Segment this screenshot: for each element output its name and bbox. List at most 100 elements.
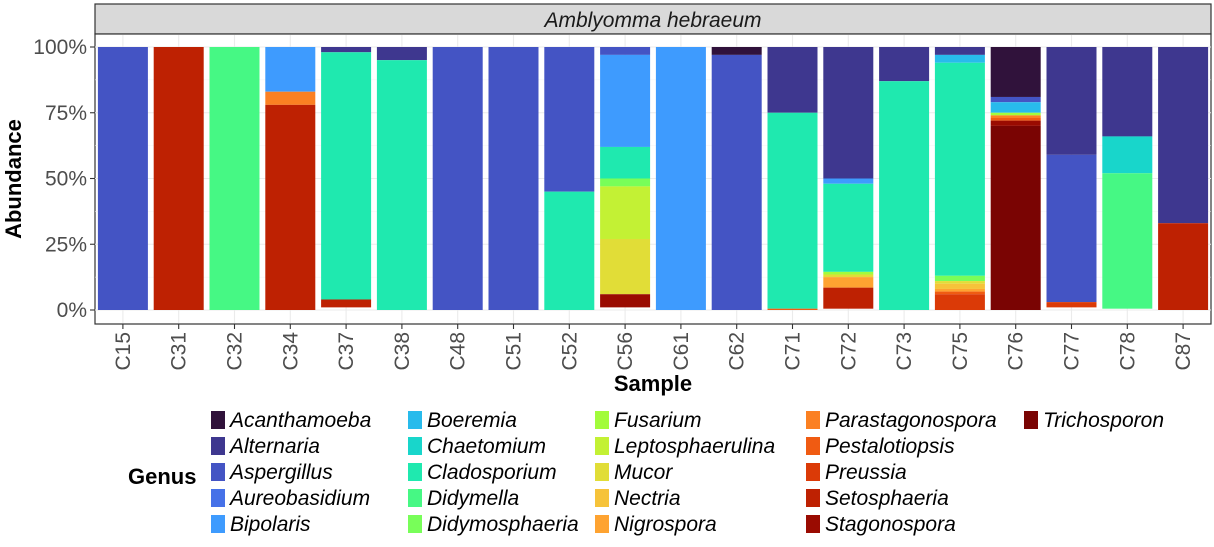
y-tick-label: 0%	[57, 299, 87, 322]
x-axis: C15 C31 C32 C34 C37 C38 C48 C51 C52 C56 C61 C62 C71 C…	[112, 324, 1195, 371]
bar-segment-C31-setosphaeria	[153, 47, 204, 310]
legend-item-setosphaeria: Setosphaeria	[806, 487, 949, 510]
legend-item-preussia: Preussia	[806, 461, 907, 484]
x-tick-label-C37: C37	[335, 332, 358, 371]
bar-segment-C37-alternaria	[321, 47, 372, 53]
legend-item-chaetomium: Chaetomium	[408, 435, 546, 458]
bar-segment-C72-setosphaeria	[823, 287, 874, 309]
bar-segment-C37-cladosporium	[321, 52, 372, 300]
legend-item-trichosporon: Trichosporon	[1024, 409, 1164, 432]
bar-segment-C76-acanthamoeba	[990, 47, 1041, 97]
x-axis-title: Sample	[614, 371, 692, 396]
x-tick-label-C71: C71	[782, 332, 805, 371]
legend-item-aspergillus: Aspergillus	[211, 461, 333, 484]
x-tick-label-C62: C62	[726, 332, 749, 371]
x-tick-label-C56: C56	[614, 332, 637, 371]
bar-segment-C77-alternaria	[1046, 47, 1097, 155]
legend-item-boeremia: Boeremia	[408, 409, 517, 432]
bar-segment-C75-nectria	[934, 283, 985, 289]
legend-label: Fusarium	[614, 409, 702, 432]
bar-segment-C78-chaetomium	[1102, 136, 1153, 174]
x-tick-label-C15: C15	[112, 332, 135, 371]
legend-swatch	[595, 515, 609, 533]
x-tick-label-C52: C52	[558, 332, 581, 371]
bar-segment-C56-mucor	[600, 238, 651, 295]
x-tick-label-C77: C77	[1061, 332, 1084, 371]
bar-segment-C61-bipolaris	[655, 47, 706, 310]
legend-swatch	[806, 463, 820, 481]
x-tick-label-C38: C38	[391, 332, 414, 371]
legend-swatch	[408, 411, 422, 429]
x-tick-label-C51: C51	[503, 332, 526, 371]
x-tick-label-C32: C32	[224, 332, 247, 371]
bar-segment-C75-nigrospora	[934, 288, 985, 292]
bar-segment-C34-parastagonospora	[265, 91, 316, 105]
bar-segment-C75-boeremia	[934, 54, 985, 63]
y-tick-label: 25%	[45, 233, 87, 256]
bar-segment-C77-aspergillus	[1046, 154, 1097, 303]
y-axis: 0% 25% 50% 75% 100%	[33, 36, 95, 322]
bar-segment-C73-cladosporium	[879, 81, 930, 310]
legend-label: Didymella	[427, 487, 519, 510]
legend-label: Trichosporon	[1043, 409, 1164, 432]
legend-swatch	[595, 489, 609, 507]
bar-segment-C76-aspergillus	[990, 96, 1041, 103]
bar-segment-C76-stagonospora	[990, 120, 1041, 126]
bar-segment-C76-pestalotiopsis	[990, 118, 1041, 121]
bar-segment-C87-alternaria	[1158, 47, 1209, 224]
legend-item-aureobasidium: Aureobasidium	[211, 487, 370, 510]
legend-item-fusarium: Fusarium	[595, 409, 702, 432]
legend-item-nectria: Nectria	[595, 487, 681, 510]
legend-swatch	[595, 437, 609, 455]
bar-segment-C75-preussia	[934, 294, 985, 310]
bar-segment-C72-mucor	[823, 274, 874, 278]
x-tick-label-C31: C31	[168, 332, 191, 371]
x-tick-label-C48: C48	[447, 332, 470, 371]
bar-segment-C38-cladosporium	[376, 60, 427, 311]
x-tick-label-C78: C78	[1116, 332, 1139, 371]
bar-segment-C62-aspergillus	[711, 54, 762, 310]
legend-swatch	[595, 463, 609, 481]
legend-swatch	[806, 515, 820, 533]
bar-segment-C75-alternaria	[934, 47, 985, 55]
legend-item-mucor: Mucor	[595, 461, 673, 484]
legend-label: Parastagonospora	[825, 409, 997, 432]
legend-label: Boeremia	[427, 409, 517, 432]
legend-label: Leptosphaerulina	[614, 435, 775, 458]
legend-swatch	[211, 411, 225, 429]
bar-segment-C37-setosphaeria	[321, 299, 372, 308]
x-tick-label-C72: C72	[837, 332, 860, 371]
legend-swatch	[211, 463, 225, 481]
bar-segment-C34-setosphaeria	[265, 104, 316, 310]
legend-swatch	[211, 437, 225, 455]
legend-swatch	[408, 489, 422, 507]
bar-segment-C76-fusarium	[990, 112, 1041, 116]
x-tick-label-C75: C75	[949, 332, 972, 371]
legend-swatch	[408, 437, 422, 455]
legend-label: Aureobasidium	[228, 487, 370, 510]
legend-item-nigrospora: Nigrospora	[595, 513, 717, 536]
legend-swatch	[408, 463, 422, 481]
bar-segment-C34-bipolaris	[265, 47, 316, 92]
legend-label: Alternaria	[228, 435, 320, 458]
bar-segment-C52-cladosporium	[544, 191, 595, 310]
legend-label: Pestalotiopsis	[825, 435, 955, 458]
bar-segment-C56-cladosporium	[600, 146, 651, 179]
legend-swatch	[806, 489, 820, 507]
x-tick-label-C61: C61	[670, 332, 693, 371]
x-tick-label-C73: C73	[893, 332, 916, 371]
bar-segment-C56-bipolaris	[600, 54, 651, 147]
bar-segment-C77-preussia	[1046, 302, 1097, 308]
legend-label: Aspergillus	[228, 461, 333, 484]
legend-label: Preussia	[825, 461, 907, 484]
bar-segment-C71-pestalotiopsis	[767, 308, 818, 310]
bar-segment-C72-bipolaris	[823, 178, 874, 184]
bar-segment-C76-boeremia	[990, 102, 1041, 113]
bars-layer	[97, 47, 1209, 311]
y-tick-label: 100%	[33, 36, 87, 59]
facet-title: Amblyomma hebraeum	[542, 9, 761, 32]
legend-item-didymosphaeria: Didymosphaeria	[408, 513, 579, 536]
bar-segment-C78-didymella	[1102, 173, 1153, 309]
legend-swatch	[1024, 411, 1038, 429]
legend-label: Cladosporium	[427, 461, 557, 484]
